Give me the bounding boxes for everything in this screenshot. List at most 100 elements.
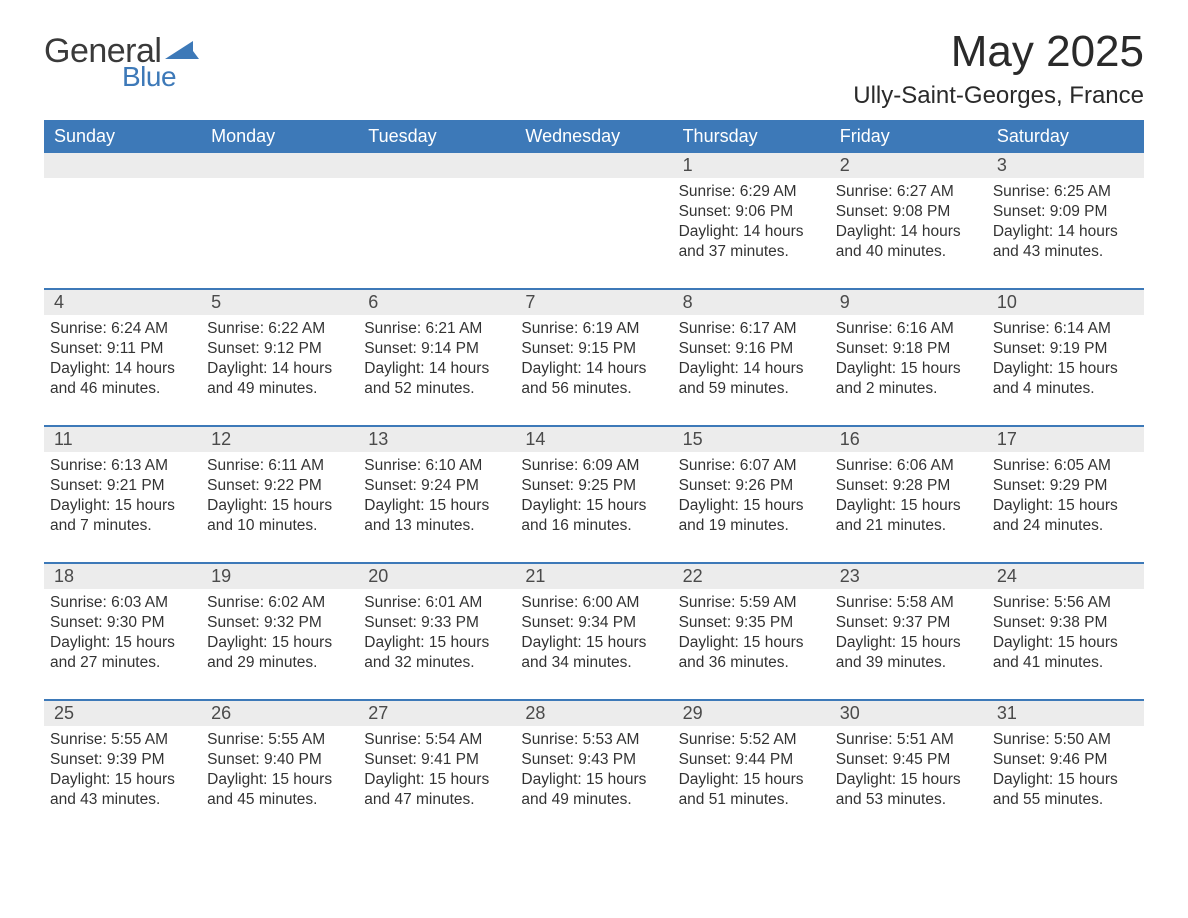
week-content-row: Sunrise: 6:13 AMSunset: 9:21 PMDaylight:… — [44, 452, 1144, 563]
calendar-cell-content: Sunrise: 5:56 AMSunset: 9:38 PMDaylight:… — [987, 589, 1144, 700]
logo-text-blue: Blue — [122, 61, 176, 93]
day-number: 2 — [830, 153, 987, 178]
sunset-text: Sunset: 9:30 PM — [50, 613, 195, 633]
calendar-cell-content: Sunrise: 6:05 AMSunset: 9:29 PMDaylight:… — [987, 452, 1144, 563]
day-content: Sunrise: 6:17 AMSunset: 9:16 PMDaylight:… — [673, 315, 830, 425]
calendar-cell-daynum — [44, 153, 201, 178]
day-number: 1 — [673, 153, 830, 178]
calendar-cell-daynum: 4 — [44, 289, 201, 315]
day-content: Sunrise: 5:56 AMSunset: 9:38 PMDaylight:… — [987, 589, 1144, 699]
document-page: General Blue May 2025 Ully-Saint-Georges… — [0, 0, 1188, 918]
calendar-cell-content: Sunrise: 6:22 AMSunset: 9:12 PMDaylight:… — [201, 315, 358, 426]
daylight-text: Daylight: 15 hours and 55 minutes. — [993, 770, 1138, 810]
daylight-text: Daylight: 15 hours and 39 minutes. — [836, 633, 981, 673]
day-content: Sunrise: 6:09 AMSunset: 9:25 PMDaylight:… — [515, 452, 672, 562]
calendar-cell-daynum: 9 — [830, 289, 987, 315]
sunset-text: Sunset: 9:08 PM — [836, 202, 981, 222]
sunset-text: Sunset: 9:18 PM — [836, 339, 981, 359]
sunset-text: Sunset: 9:28 PM — [836, 476, 981, 496]
calendar-cell-daynum: 20 — [358, 563, 515, 589]
calendar-cell-content: Sunrise: 5:52 AMSunset: 9:44 PMDaylight:… — [673, 726, 830, 836]
calendar-cell-content: Sunrise: 6:09 AMSunset: 9:25 PMDaylight:… — [515, 452, 672, 563]
day-header-thursday: Thursday — [673, 120, 830, 153]
sunset-text: Sunset: 9:38 PM — [993, 613, 1138, 633]
daylight-text: Daylight: 15 hours and 36 minutes. — [679, 633, 824, 673]
calendar-cell-daynum — [201, 153, 358, 178]
calendar-cell-daynum: 2 — [830, 153, 987, 178]
sunrise-text: Sunrise: 6:27 AM — [836, 182, 981, 202]
day-content: Sunrise: 5:50 AMSunset: 9:46 PMDaylight:… — [987, 726, 1144, 836]
calendar-cell-content: Sunrise: 6:11 AMSunset: 9:22 PMDaylight:… — [201, 452, 358, 563]
sunset-text: Sunset: 9:34 PM — [521, 613, 666, 633]
day-number: 12 — [201, 427, 358, 452]
week-daynum-row: 123 — [44, 153, 1144, 178]
calendar-cell-content: Sunrise: 6:01 AMSunset: 9:33 PMDaylight:… — [358, 589, 515, 700]
calendar-cell-content — [515, 178, 672, 289]
day-number: 10 — [987, 290, 1144, 315]
day-content — [44, 178, 201, 288]
calendar-cell-daynum: 8 — [673, 289, 830, 315]
calendar-cell-content: Sunrise: 6:25 AMSunset: 9:09 PMDaylight:… — [987, 178, 1144, 289]
sunset-text: Sunset: 9:22 PM — [207, 476, 352, 496]
daylight-text: Daylight: 15 hours and 49 minutes. — [521, 770, 666, 810]
sunrise-text: Sunrise: 6:09 AM — [521, 456, 666, 476]
day-content: Sunrise: 6:22 AMSunset: 9:12 PMDaylight:… — [201, 315, 358, 425]
day-number: 25 — [44, 701, 201, 726]
calendar-cell-content: Sunrise: 6:07 AMSunset: 9:26 PMDaylight:… — [673, 452, 830, 563]
day-content: Sunrise: 5:52 AMSunset: 9:44 PMDaylight:… — [673, 726, 830, 836]
sunrise-text: Sunrise: 6:05 AM — [993, 456, 1138, 476]
month-title: May 2025 — [853, 28, 1144, 76]
day-number: 30 — [830, 701, 987, 726]
daylight-text: Daylight: 15 hours and 4 minutes. — [993, 359, 1138, 399]
calendar-table: Sunday Monday Tuesday Wednesday Thursday… — [44, 120, 1144, 836]
calendar-cell-content: Sunrise: 5:50 AMSunset: 9:46 PMDaylight:… — [987, 726, 1144, 836]
week-daynum-row: 45678910 — [44, 289, 1144, 315]
sunrise-text: Sunrise: 6:29 AM — [679, 182, 824, 202]
calendar-cell-daynum: 10 — [987, 289, 1144, 315]
calendar-cell-daynum: 25 — [44, 700, 201, 726]
day-header-friday: Friday — [830, 120, 987, 153]
daylight-text: Daylight: 14 hours and 56 minutes. — [521, 359, 666, 399]
calendar-cell-content: Sunrise: 6:13 AMSunset: 9:21 PMDaylight:… — [44, 452, 201, 563]
day-number — [44, 153, 201, 175]
day-content: Sunrise: 6:25 AMSunset: 9:09 PMDaylight:… — [987, 178, 1144, 288]
daylight-text: Daylight: 15 hours and 24 minutes. — [993, 496, 1138, 536]
calendar-cell-content: Sunrise: 6:16 AMSunset: 9:18 PMDaylight:… — [830, 315, 987, 426]
day-number: 27 — [358, 701, 515, 726]
logo: General Blue — [44, 32, 199, 93]
sunrise-text: Sunrise: 6:10 AM — [364, 456, 509, 476]
daylight-text: Daylight: 15 hours and 19 minutes. — [679, 496, 824, 536]
calendar-cell-daynum: 26 — [201, 700, 358, 726]
day-number: 28 — [515, 701, 672, 726]
calendar-cell-daynum: 31 — [987, 700, 1144, 726]
daylight-text: Daylight: 14 hours and 59 minutes. — [679, 359, 824, 399]
sunset-text: Sunset: 9:35 PM — [679, 613, 824, 633]
day-number: 31 — [987, 701, 1144, 726]
day-content — [201, 178, 358, 288]
day-number: 14 — [515, 427, 672, 452]
sunset-text: Sunset: 9:43 PM — [521, 750, 666, 770]
day-content: Sunrise: 6:27 AMSunset: 9:08 PMDaylight:… — [830, 178, 987, 288]
calendar-cell-content: Sunrise: 6:19 AMSunset: 9:15 PMDaylight:… — [515, 315, 672, 426]
sunrise-text: Sunrise: 5:54 AM — [364, 730, 509, 750]
daylight-text: Daylight: 15 hours and 29 minutes. — [207, 633, 352, 673]
daylight-text: Daylight: 14 hours and 49 minutes. — [207, 359, 352, 399]
day-content: Sunrise: 6:07 AMSunset: 9:26 PMDaylight:… — [673, 452, 830, 562]
daylight-text: Daylight: 15 hours and 16 minutes. — [521, 496, 666, 536]
day-content: Sunrise: 5:53 AMSunset: 9:43 PMDaylight:… — [515, 726, 672, 836]
calendar-cell-content: Sunrise: 6:27 AMSunset: 9:08 PMDaylight:… — [830, 178, 987, 289]
day-content: Sunrise: 6:00 AMSunset: 9:34 PMDaylight:… — [515, 589, 672, 699]
day-content — [515, 178, 672, 288]
calendar-cell-daynum: 1 — [673, 153, 830, 178]
sunrise-text: Sunrise: 5:55 AM — [50, 730, 195, 750]
calendar-cell-daynum: 16 — [830, 426, 987, 452]
sunset-text: Sunset: 9:29 PM — [993, 476, 1138, 496]
daylight-text: Daylight: 14 hours and 37 minutes. — [679, 222, 824, 262]
day-number: 7 — [515, 290, 672, 315]
sunrise-text: Sunrise: 6:21 AM — [364, 319, 509, 339]
day-content: Sunrise: 5:51 AMSunset: 9:45 PMDaylight:… — [830, 726, 987, 836]
day-number: 6 — [358, 290, 515, 315]
sunset-text: Sunset: 9:46 PM — [993, 750, 1138, 770]
sunset-text: Sunset: 9:12 PM — [207, 339, 352, 359]
daylight-text: Daylight: 14 hours and 43 minutes. — [993, 222, 1138, 262]
